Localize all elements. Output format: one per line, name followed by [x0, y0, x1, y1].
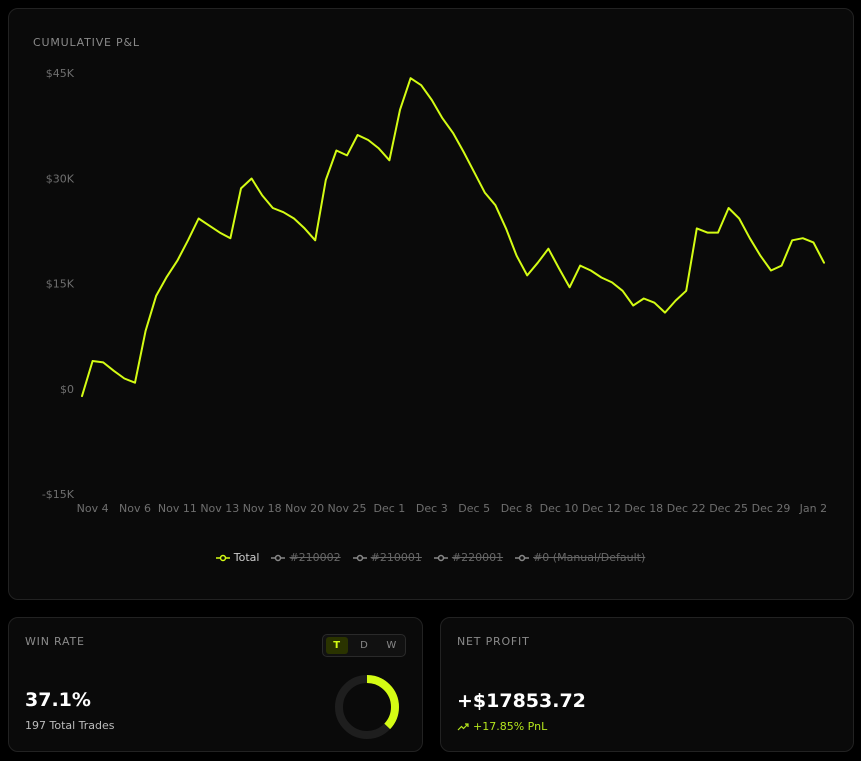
gauge: [335, 675, 399, 739]
legend-marker-dot: [437, 554, 445, 561]
x-tick-label: Dec 29: [752, 502, 791, 515]
legend-marker: [352, 554, 367, 561]
trades-count: 197 Total Trades: [25, 719, 115, 732]
card-title: WIN RATE: [25, 635, 85, 648]
gauge-arc: [335, 675, 399, 739]
x-tick-label: Dec 25: [709, 502, 748, 515]
tab[interactable]: D: [360, 640, 368, 651]
legend-marker: [215, 554, 230, 561]
series-line: [81, 77, 825, 398]
legend-marker: [433, 554, 448, 561]
x-tick-label: Dec 1: [374, 502, 406, 515]
x-tick-label: Dec 5: [458, 502, 490, 515]
legend-item[interactable]: #220001: [433, 551, 504, 564]
legend-label: Total: [233, 551, 260, 564]
x-tick-label: Dec 22: [667, 502, 706, 515]
net-profit-value: +$17853.72: [457, 690, 586, 712]
legend: Total #210002 #210001 #220001 #0 (Manual/Def…: [0, 551, 861, 564]
legend-label: #0 (Manual/Default): [533, 551, 646, 564]
y-tick-label: $15K: [46, 278, 75, 291]
legend-label: #210001: [370, 551, 422, 564]
x-tick-label: Nov 4: [77, 502, 109, 515]
x-tick-label: Dec 8: [501, 502, 533, 515]
y-tick-label: -$15K: [42, 488, 75, 501]
y-tick-label: $45K: [46, 67, 75, 80]
x-tick-label: Dec 3: [416, 502, 448, 515]
x-tick-label: Dec 10: [540, 502, 579, 515]
legend-marker-dot: [275, 554, 282, 561]
legend-marker-dot: [356, 554, 363, 561]
y-tick-label: $0: [60, 383, 74, 396]
x-tick-label: Dec 18: [624, 502, 663, 515]
y-tick-label: $30K: [46, 172, 75, 185]
pnl-card: CUMULATIVE P&L: [8, 8, 854, 600]
x-tick-label: Nov 13: [200, 502, 239, 515]
x-tick-label: Nov 11: [158, 502, 197, 515]
legend-item[interactable]: #210002: [271, 551, 341, 564]
pnl-change: +17.85% PnL: [457, 720, 547, 733]
x-tick-label: Jan 2: [799, 502, 827, 515]
legend-item[interactable]: #0 (Manual/Default): [515, 551, 645, 564]
legend-label: #220001: [451, 551, 504, 564]
win-rate-card: WIN RATE T D W 37.1% 197 Total Trades: [8, 617, 423, 752]
legend-item[interactable]: Total: [215, 551, 260, 564]
legend-marker: [271, 554, 286, 561]
x-tick-label: Nov 25: [328, 502, 367, 515]
legend-marker-dot: [518, 554, 526, 561]
pnl-change-text: +17.85% PnL: [473, 720, 548, 733]
x-tick-label: Dec 12: [582, 502, 621, 515]
x-tick-label: Nov 6: [119, 502, 151, 515]
tab[interactable]: T: [325, 637, 348, 654]
legend-marker: [515, 554, 530, 561]
x-tick-label: Nov 20: [285, 502, 324, 515]
trend-icon: [457, 722, 469, 730]
legend-item[interactable]: #210001: [352, 551, 422, 564]
net-profit-card: NET PROFIT +$17853.72 +17.85% PnL: [440, 617, 854, 752]
card-title: NET PROFIT: [457, 635, 530, 648]
legend-marker-dot: [219, 554, 226, 561]
tab[interactable]: W: [386, 640, 397, 651]
chart-title: CUMULATIVE P&L: [33, 36, 140, 49]
x-tick-label: Nov 18: [243, 502, 282, 515]
win-rate-value: 37.1%: [25, 689, 91, 711]
legend-label: #210002: [289, 551, 341, 564]
